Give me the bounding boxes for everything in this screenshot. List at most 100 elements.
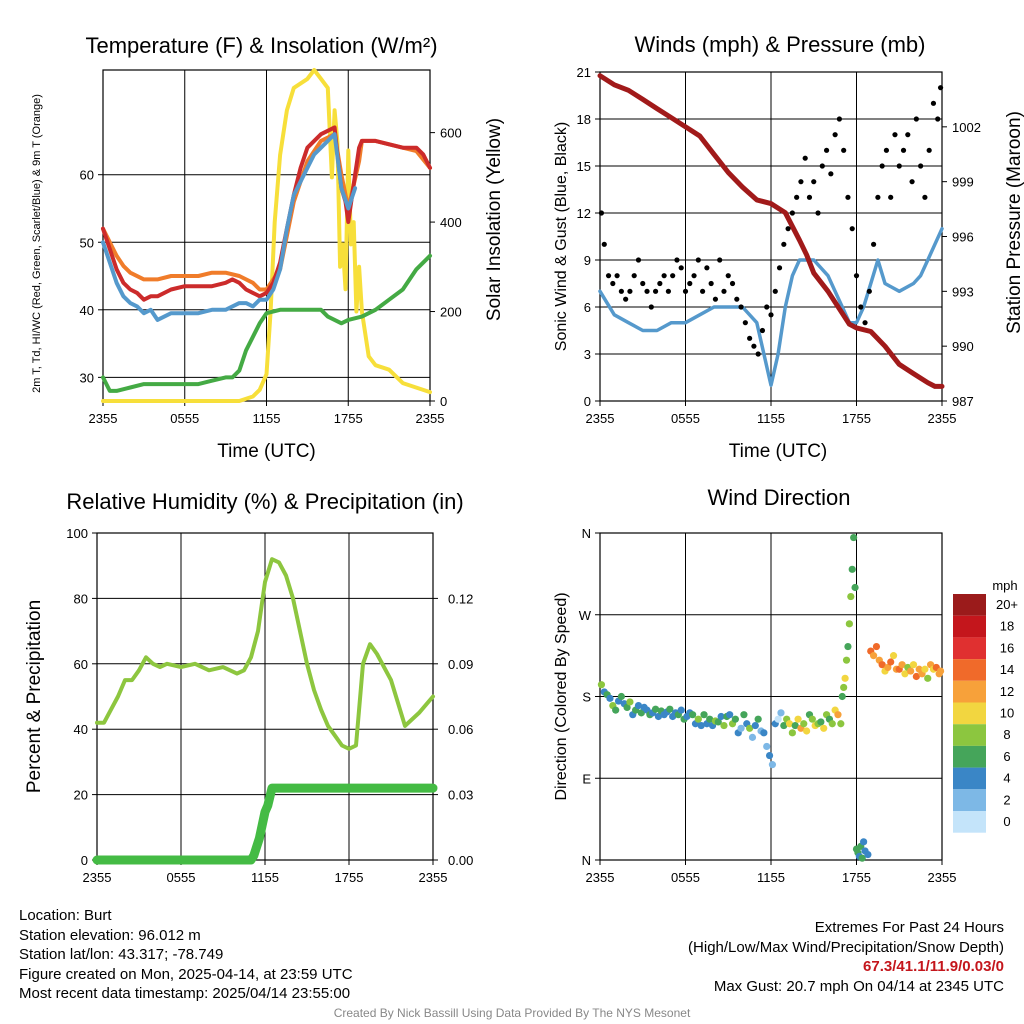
wind-direction-point [765,751,774,760]
legend-swatch [953,811,986,833]
x-axis-label: Time (UTC) [217,441,316,462]
wind-direction-point [847,592,855,601]
x-tick-label: 2355 [928,870,957,885]
station-location: Location: Burt [19,907,112,924]
gust-point [618,288,624,294]
right-y-axis-label: Station Pressure (Maroon) [1004,111,1024,334]
gust-point [605,273,612,279]
y-axis-label: Sonic Wind & Gust (Blue, Black) [553,122,570,351]
gust-point [759,327,766,334]
recent-timestamp: Most recent data timestamp: 2025/04/14 2… [19,985,351,1003]
wind-direction-point [606,694,614,702]
gust-point [712,296,719,302]
y-tick-label: 50 [80,235,94,250]
wind-direction-point [845,620,853,628]
wind-direction-point [785,720,794,728]
x-tick-label: 0555 [671,870,700,885]
chart-title: Relative Humidity (%) & Precipitation (i… [66,489,463,514]
wind-direction-point [912,672,920,681]
x-tick-label: 1155 [757,870,785,885]
wind-direction-point [872,642,881,651]
extremes-summary: Extremes For Past 24 Hours (High/Low/Max… [688,918,1004,996]
wind-direction-point [921,665,929,673]
wind-direction-point [907,667,915,675]
gust-point [764,304,770,310]
gust-point [794,194,800,200]
gust-point [610,280,616,287]
gust-point [768,312,774,318]
wind-direction-point [654,712,663,721]
wind-direction-point [791,721,799,730]
extremes-values: 67.3/41.1/11.9/0.03/0 [863,958,1004,976]
gust-point [871,241,877,247]
legend-label: 4 [1003,771,1010,786]
y-tick-label: 100 [66,526,88,541]
wind-direction-point [838,692,846,701]
right-y-tick-label: 996 [952,230,974,245]
humidity-line [95,557,435,751]
figure-created: Figure created on Mon, 2025-04-14, at 23… [19,965,353,983]
wind-direction-point [737,724,745,732]
sonic-wind-line [598,226,944,388]
gust-point [875,194,881,200]
gust-point [836,116,843,122]
right-y-tick-label: 993 [952,284,974,299]
wind-direction-point [623,703,631,712]
x-tick-label: 0555 [170,411,199,426]
gust-point [828,171,834,177]
right-y-tick-label: 600 [440,126,462,141]
y-tick-label: 6 [584,300,591,315]
legend-label: 16 [1000,640,1014,655]
gust-point [806,194,813,200]
gust-point [926,147,932,153]
y-tick-label: 30 [80,370,94,385]
wind-direction-point [597,681,606,689]
wind-direction-point [834,711,842,719]
x-tick-label: 1155 [251,870,279,885]
wind-direction-point [634,701,643,710]
y-tick-label: 15 [577,159,591,174]
gust-point [717,257,723,263]
wind-direction-point [878,661,886,669]
legend-label: 2 [1003,792,1010,807]
wind-direction-point [817,718,825,726]
gust-point [918,163,924,169]
gust-point [883,147,890,153]
gust-point [811,179,817,185]
wind-direction-point [848,565,856,573]
chart-title: Winds (mph) & Pressure (mb) [635,32,926,57]
wind-direction-point [651,705,660,713]
y-axis-label: 2m T, Td, HI/WC (Red, Green, Scarlet/Blu… [31,94,43,393]
wind-direction-point [936,667,945,675]
gust-point [866,288,872,294]
winds-pressure-panel: 2355 0555 1155 1755 2355 0 3 6 9 12 15 18 21 987 990 99… [553,32,1024,462]
legend-label: 14 [1000,662,1014,677]
gust-point [738,304,744,310]
extremes-subtitle: (High/Low/Max Wind/Precipitation/Snow De… [688,938,1004,956]
gust-point [853,273,860,279]
y-tick-label: 40 [74,722,88,737]
gust-point [845,194,851,200]
gust-point [665,288,672,294]
gust-point [937,85,944,91]
x-tick-label: 2355 [419,870,448,885]
gust-point [909,179,915,185]
gust-point [674,257,680,263]
station-info: Location: Burt Station elevation: 96.012… [19,906,353,1004]
legend-label: 0 [1003,814,1010,829]
y-tick-label: 80 [74,591,88,606]
series-line [101,68,432,403]
gust-point [687,280,693,287]
right-y-tick-label: 400 [440,215,462,230]
y-tick-label: S [582,690,591,705]
gust-point [695,257,701,263]
wind-direction-point [864,850,872,859]
wind-direction-point [706,715,714,723]
legend-label: 8 [1003,727,1010,742]
gust-point [832,132,838,138]
wind-direction-point [828,720,836,728]
gust-point [644,288,650,294]
gust-point [930,100,937,106]
gust-point [721,288,727,294]
gust-point [627,288,633,294]
